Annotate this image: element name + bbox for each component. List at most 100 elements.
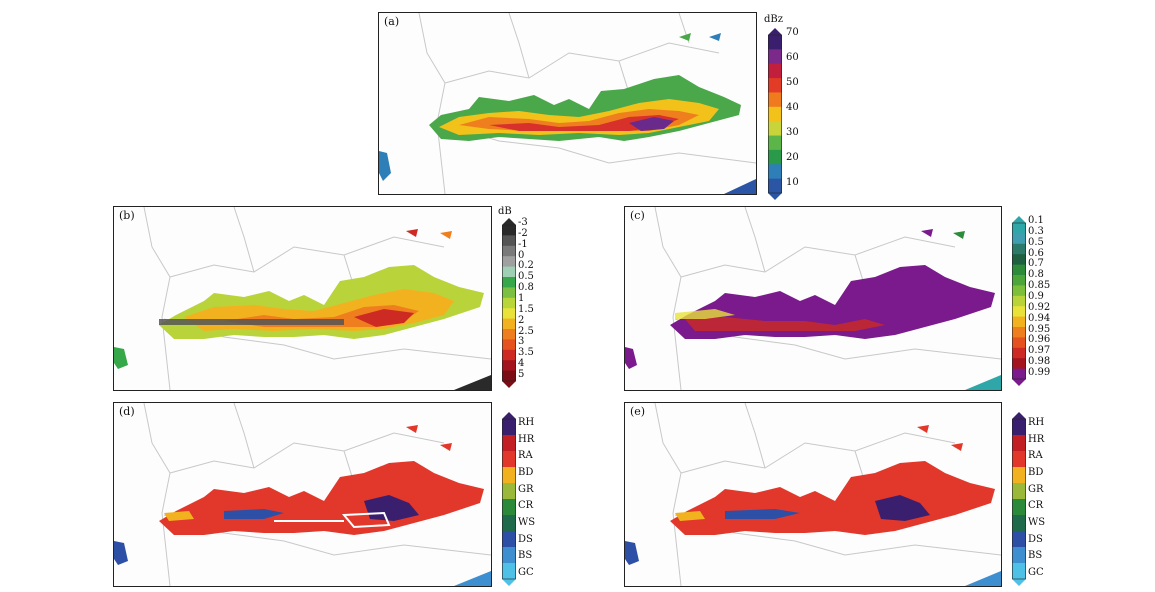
colorbar-segment (1012, 515, 1026, 532)
colorbar-ramp-hca-d (502, 412, 516, 586)
colorbar-tick-label: GR (518, 483, 534, 495)
colorbar-tick-label: RA (518, 450, 533, 462)
colorbar-tick-label: 2 (518, 314, 525, 326)
colorbar-segment (1012, 483, 1026, 500)
panel-a: (a) (378, 12, 757, 195)
colorbar-segment (1012, 223, 1026, 234)
colorbar-segment (1012, 264, 1026, 276)
colorbar-cap-bottom (1012, 379, 1026, 386)
colorbar-segment (502, 515, 516, 532)
colorbar-segment (502, 245, 516, 257)
radar-map-e (625, 403, 1001, 586)
colorbar-tick-label: 30 (786, 127, 799, 138)
colorbar-segment (1012, 347, 1026, 359)
colorbar-tick-label: 0.1 (1028, 215, 1044, 226)
colorbar-tick-label: 60 (786, 52, 799, 63)
colorbar-segment (1012, 358, 1026, 370)
colorbar-segment (1012, 547, 1026, 564)
colorbar-segment (502, 360, 516, 372)
colorbar-tick-label: 0.2 (518, 260, 534, 272)
colorbar-tick-label: BS (518, 550, 533, 562)
colorbar-tick-label: 1 (518, 293, 525, 304)
colorbar-segment (1012, 563, 1026, 580)
colorbar-segment (502, 467, 516, 484)
colorbar-segment (502, 370, 516, 382)
colorbar-tick-label: 0.8 (1028, 269, 1044, 281)
colorbar-segment (502, 318, 516, 330)
colorbar-tick-label: GC (518, 567, 534, 578)
colorbar-segment (502, 547, 516, 564)
colorbar-segment (502, 308, 516, 320)
echo-e (625, 425, 1001, 586)
colorbar-cap-top (1012, 412, 1026, 419)
colorbar-tick-label: 0.7 (1028, 258, 1044, 270)
colorbar-tick-label: BD (518, 467, 534, 478)
colorbar-reflectivity: dBz 70 60 50 40 30 20 10 (764, 14, 824, 200)
colorbar-cap-bottom (1012, 579, 1026, 586)
colorbar-tick-label: DS (1028, 533, 1043, 545)
colorbar-tick-label: GR (1028, 483, 1044, 495)
colorbar-segment (1012, 316, 1026, 328)
colorbar-tick-label: 20 (786, 152, 799, 163)
colorbar-segment (502, 287, 516, 299)
colorbar-tick-label: HR (518, 433, 535, 445)
colorbar-ramp-reflectivity (768, 28, 782, 200)
colorbar-tick-label: 0.95 (1028, 323, 1051, 335)
colorbar-segment (502, 563, 516, 580)
colorbar-tick-label: 0.5 (518, 271, 534, 283)
colorbar-cap-top (1012, 216, 1026, 223)
radar-map-d (114, 403, 491, 586)
colorbar-tick-label: WS (518, 517, 536, 528)
panel-b: (b) (113, 206, 492, 391)
colorbar-tick-label: 5 (518, 369, 525, 380)
panel-c: (c) (624, 206, 1002, 391)
colorbar-segment (502, 329, 516, 340)
colorbar-segment (1012, 295, 1026, 307)
colorbar-tick-label: 50 (786, 77, 799, 88)
colorbar-segment (1012, 327, 1026, 338)
colorbar-ramp-zdr (502, 218, 516, 388)
colorbar-tick-label: 0.98 (1028, 356, 1051, 368)
colorbar-segment (1012, 254, 1026, 266)
colorbar-cap-top (502, 218, 516, 225)
colorbar-cap-bottom (768, 193, 782, 200)
colorbar-tick-label: RH (1028, 417, 1045, 428)
echo-a (379, 33, 756, 194)
colorbar-tick-label: 10 (786, 177, 799, 188)
colorbar-tick-label: 4 (518, 358, 525, 370)
colorbar-cap-top (768, 28, 782, 35)
colorbar-segment (1012, 435, 1026, 452)
colorbar-tick-label: RA (1028, 450, 1043, 462)
colorbar-tick-label: 3 (518, 336, 525, 348)
radar-map-c (625, 207, 1001, 390)
radar-map-a (379, 13, 756, 194)
colorbar-segment (1012, 467, 1026, 484)
echo-c (625, 229, 1001, 390)
panel-label-b: (b) (119, 209, 135, 222)
colorbar-ramp-cc (1012, 216, 1026, 386)
colorbar-tick-label: -1 (518, 238, 528, 250)
panel-label-c: (c) (630, 209, 645, 222)
colorbar-tick-label: CR (1028, 500, 1044, 512)
colorbar-segment (768, 164, 782, 180)
colorbar-segment (502, 266, 516, 278)
colorbar-segment (502, 419, 516, 436)
colorbar-segment (1012, 243, 1026, 255)
panel-label-d: (d) (119, 405, 135, 418)
echo-d (114, 425, 491, 586)
colorbar-segment (768, 78, 782, 93)
colorbar-tick-label: 0.3 (1028, 225, 1044, 237)
colorbar-unit-zdr: dB (498, 206, 512, 217)
colorbar-segment (502, 483, 516, 500)
colorbar-hca-d: RH HR RA BD GR CR WS DS BS GC (498, 410, 558, 588)
colorbar-tick-label: WS (1028, 517, 1046, 528)
colorbar-tick-label: 0.5 (1028, 236, 1044, 248)
colorbar-segment (502, 235, 516, 247)
colorbar-segment (768, 121, 782, 137)
colorbar-segment (1012, 285, 1026, 297)
colorbar-segment (502, 339, 516, 351)
colorbar-segment (1012, 499, 1026, 516)
colorbar-tick-label: CR (518, 500, 534, 512)
colorbar-tick-label: 1.5 (518, 303, 534, 315)
colorbar-tick-label: 70 (786, 27, 799, 38)
